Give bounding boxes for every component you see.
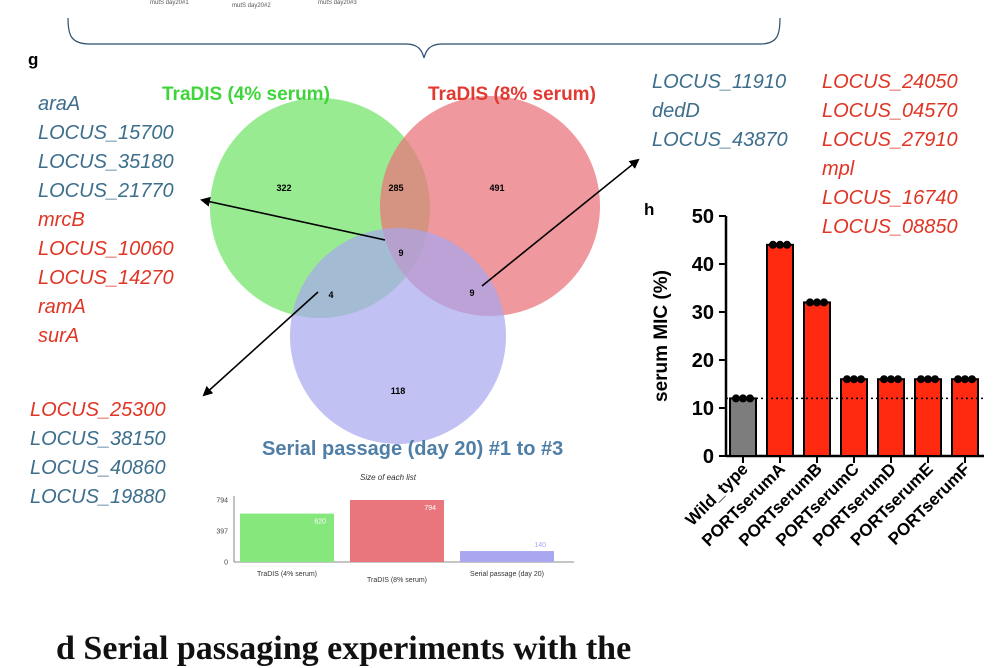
mic-chart-ytick-label: 20 [692,350,714,372]
gene-name: LOCUS_11910 [652,71,787,93]
venn-diagram: 322 285 491 9 4 9 118 [210,96,600,444]
gene-name: LOCUS_25300 [30,399,166,421]
gene-name: LOCUS_35180 [38,151,174,173]
gene-name: mrcB [38,209,85,231]
venn-count-only-4: 322 [276,183,291,193]
size-chart-title: Size of each list [360,473,417,482]
mic-chart-replicate-point [857,375,865,384]
top-brace [67,17,781,59]
gene-name: LOCUS_08850 [822,216,958,238]
mic-chart-bar [840,378,868,457]
size-chart: 0 397 794 620 TraDIS (4% serum) 794 TraDIS (8%… [216,496,574,584]
gene-name: LOCUS_40860 [30,457,166,479]
mic-chart-ytick-label: 10 [692,398,714,420]
panel-g-letter: g [28,50,39,69]
mic-chart-replicate-point [843,375,851,384]
mic-chart-replicate-point [961,375,969,384]
venn-count-4-8: 285 [388,183,403,193]
mic-chart-replicate-point [887,375,895,384]
mic-chart-ytick-label: 0 [703,446,714,468]
top-label-1: mutS day20#1 [150,0,189,6]
mic-chart-replicate-point [880,375,888,384]
gene-name: LOCUS_19880 [30,486,166,508]
mic-chart-ytick-label: 40 [692,254,714,276]
mic-chart-bar [914,378,942,457]
mic-chart-replicate-point [894,375,902,384]
mic-chart-replicate-point [850,375,858,384]
size-chart-bar [350,500,444,562]
gene-name: dedD [652,100,700,122]
venn-title-4pct: TraDIS (4% serum) [162,84,330,105]
size-chart-value-label: 140 [534,542,546,549]
mic-chart-replicate-point [769,240,777,249]
top-label-2: mutS day20#2 [232,3,271,9]
size-chart-category-label: TraDIS (8% serum) [367,577,427,584]
gene-name: surA [38,325,80,347]
mic-chart-replicate-point [776,240,784,249]
gene-name: araA [38,93,81,115]
gene-name: LOCUS_21770 [38,180,174,202]
size-chart-category-label: TraDIS (4% serum) [257,571,317,578]
gene-name: LOCUS_10060 [38,238,174,260]
gene-name: LOCUS_16740 [822,187,958,209]
size-chart-category-label: Serial passage (day 20) [470,571,544,578]
mic-chart-replicate-point [806,298,814,307]
figure-caption: d Serial passaging experiments with the [56,630,632,667]
size-chart-value-label: 620 [314,519,326,526]
gene-name: LOCUS_04570 [822,100,958,122]
venn-count-8-serial: 9 [469,288,474,298]
size-chart-bar [240,513,334,562]
size-chart-ytick: 397 [216,529,228,536]
mic-chart-replicate-point [924,375,932,384]
mic-chart-replicate-point [954,375,962,384]
venn-count-only-serial: 118 [391,386,406,396]
mic-chart-replicate-point [968,375,976,384]
mic-chart-bar [766,243,794,457]
venn-circle-serial [290,228,506,444]
top-label-3: mutS day20#3 [318,0,357,6]
size-chart-ytick: 0 [224,560,228,567]
size-chart-bar [460,551,554,562]
venn-count-only-8: 491 [489,183,504,193]
size-chart-value-label: 794 [424,505,436,512]
venn-title-serial: Serial passage (day 20) #1 to #3 [262,438,564,460]
mic-chart-ytick-label: 30 [692,302,714,324]
venn-count-all-three: 9 [398,248,403,258]
mic-chart-bar [729,397,757,457]
gene-name: LOCUS_27910 [822,129,958,151]
mic-chart-ytick-label: 50 [692,206,714,228]
mic-chart-y-label: serum MIC (%) [651,270,672,402]
size-chart-ytick: 794 [216,498,228,505]
mic-chart-bar [951,378,979,457]
mic-chart-bar [877,378,905,457]
mic-chart-replicate-point [783,240,791,249]
gene-name: mpl [822,158,855,180]
mic-chart-replicate-point [931,375,939,384]
mic-chart-replicate-point [917,375,925,384]
mic-chart-replicate-point [820,298,828,307]
gene-name: LOCUS_24050 [822,71,958,93]
panel-h-letter: h [644,200,655,219]
mic-chart-replicate-point [746,394,754,403]
mic-chart-replicate-point [813,298,821,307]
venn-title-8pct: TraDIS (8% serum) [428,84,596,105]
gene-name: ramA [38,296,86,318]
gene-name: LOCUS_43870 [652,129,788,151]
gene-list-8-serial-col1: LOCUS_11910 dedD LOCUS_43870 [652,68,788,155]
mic-chart-bar [803,301,831,458]
venn-count-4-serial: 4 [328,290,333,300]
gene-name: LOCUS_15700 [38,122,174,144]
gene-list-4-serial: LOCUS_25300 LOCUS_38150 LOCUS_40860 LOCUS_1… [30,396,166,512]
gene-name: LOCUS_38150 [30,428,166,450]
gene-name: LOCUS_14270 [38,267,174,289]
